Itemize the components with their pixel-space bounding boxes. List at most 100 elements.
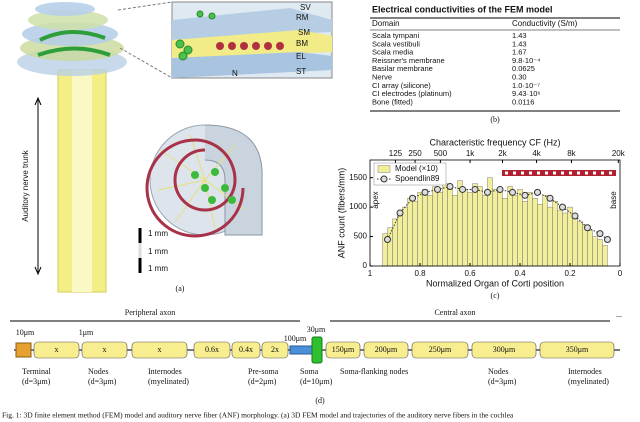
bar (542, 195, 548, 267)
axon-part: (myelinated) (568, 377, 609, 386)
x2-axis-title: Characteristic frequency CF (Hz) (429, 137, 560, 147)
x-tick-label: 0.8 (414, 269, 426, 278)
bar (432, 186, 438, 267)
internode-label: 200μm (375, 345, 398, 354)
internode-label: 250μm (429, 345, 452, 354)
x2-tick-label: 250 (408, 149, 422, 158)
table-header: Domain (372, 19, 400, 28)
electrode-contact (585, 171, 588, 175)
table-cell: 1.43 (512, 39, 527, 48)
marker (584, 224, 591, 232)
panel-b: Electrical conductivities of the FEM mod… (370, 4, 620, 124)
bar (397, 212, 403, 267)
bar (592, 236, 598, 267)
legend-swatch (377, 165, 391, 173)
bar (447, 189, 453, 267)
table-cell: 9.43·10⁶ (512, 89, 541, 98)
internode-label: x (55, 345, 59, 354)
electrode-contact (601, 171, 604, 175)
internode (325, 341, 361, 359)
internode (261, 341, 289, 359)
internode (471, 341, 537, 359)
bar (482, 195, 488, 267)
spiral-ganglion (191, 168, 236, 204)
bar (502, 198, 508, 267)
electrode-contact (577, 171, 580, 175)
electrode-contact (537, 171, 540, 175)
legend-label: Model (×10) (395, 164, 438, 173)
y-tick-label: 1000 (349, 202, 367, 211)
electrode-contact (521, 171, 524, 175)
soma (311, 336, 323, 364)
bar (597, 239, 603, 267)
inset-label: N (232, 69, 238, 78)
bar (402, 206, 408, 267)
inset-label: BM (296, 39, 308, 48)
marker (571, 212, 579, 220)
bar (437, 192, 443, 267)
electrode-contact (569, 171, 572, 175)
marker (546, 194, 554, 202)
bar (407, 198, 413, 267)
bottom-labels: Terminal (d=3μm) Nodes (d=3μm) Internode… (22, 367, 609, 386)
table-cell: 0.0116 (512, 97, 534, 106)
panel-caption: (d) (315, 396, 325, 405)
axon-part: Terminal (22, 367, 52, 376)
scale-label: 1 mm (148, 229, 168, 238)
marker (384, 236, 391, 243)
electrode-contact (593, 171, 596, 175)
marker (534, 188, 541, 196)
pre-soma (289, 345, 313, 355)
figure-caption: Fig. 1: 3D finite element method (FEM) m… (2, 411, 514, 420)
table-title: Electrical conductivities of the FEM mod… (372, 4, 553, 14)
trunk-arrow (34, 96, 42, 276)
marker (409, 194, 416, 202)
bar (512, 195, 518, 267)
bar (557, 209, 563, 267)
panel-d: Peripheral axon Central axon ... x x x 0.6x… (10, 308, 622, 405)
y-tick-label: 0 (363, 261, 368, 270)
x2-tick-label: 8k (567, 149, 576, 158)
bar (462, 189, 468, 267)
x2-tick-label: 20k (612, 149, 626, 158)
cone (28, 10, 108, 30)
marker (471, 185, 479, 193)
radial-fibers (157, 134, 246, 229)
axon-part: Internodes (148, 367, 182, 376)
electrode-contact (529, 171, 532, 175)
electrode-contact (561, 171, 564, 175)
axon: x x x 0.6x 0.4x 2x 150μm 200μm 250μm 300μm 350μm (14, 336, 620, 364)
axon-part: Internodes (568, 367, 602, 376)
internode (193, 341, 231, 359)
y-axis-title: ANF count (fibers/mm) (336, 168, 346, 259)
bar (547, 206, 553, 267)
bar (517, 189, 523, 267)
electrode-spiral (145, 138, 245, 238)
inset-label: RM (296, 13, 309, 22)
bar (492, 189, 498, 267)
scale-label: 1 mm (148, 247, 168, 256)
internode-label: x (158, 345, 162, 354)
inset-label: EL (296, 52, 306, 61)
table-cell: 1.0·10⁻⁷ (512, 81, 540, 90)
table-cell: 1.43 (512, 31, 527, 40)
bar (427, 195, 433, 267)
scale-label: 1 mm (148, 264, 168, 273)
table-cell: CI electrodes (platinum) (372, 89, 452, 98)
x2-tick-label: 125 (389, 149, 403, 158)
marker (509, 188, 516, 196)
axon-part: (d=3μm) (22, 377, 51, 386)
x-axis-title: Normalized Organ of Corti position (426, 278, 564, 288)
plot-frame (369, 159, 621, 267)
table-cell: Nerve (372, 72, 392, 81)
table-cell: 0.30 (512, 72, 527, 81)
bar (562, 212, 568, 267)
bar (507, 186, 513, 267)
internode-label: 0.4x (239, 345, 253, 354)
internode-label: 300μm (493, 345, 516, 354)
x2-tick-label: 500 (434, 149, 448, 158)
table-cell: 9.8·10⁻⁴ (512, 56, 540, 65)
x-tick-label: 0.2 (564, 269, 576, 278)
cone (35, 2, 95, 16)
table-cell: Bone (fitted) (372, 97, 413, 106)
